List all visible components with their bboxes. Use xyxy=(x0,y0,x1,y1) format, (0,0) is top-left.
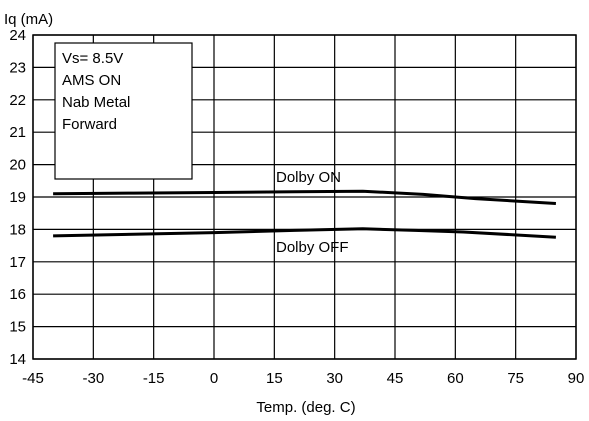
y-tick-label: 20 xyxy=(9,157,26,174)
x-tick-label: -45 xyxy=(22,370,44,387)
y-tick-label: 23 xyxy=(9,59,26,76)
condition-line: Vs= 8.5V xyxy=(62,50,123,67)
condition-line: Forward xyxy=(62,116,117,133)
y-tick-label: 19 xyxy=(9,189,26,206)
y-axis-label: Iq (mA) xyxy=(4,11,53,28)
tick-labels: -45 -30 -15 0 15 30 45 60 75 90 14 15 16 17 18 19 20 21 22… xyxy=(9,27,584,387)
grid xyxy=(32,34,577,360)
x-tick-label: 45 xyxy=(387,370,404,387)
condition-line: AMS ON xyxy=(62,72,121,89)
x-tick-label: 15 xyxy=(266,370,283,387)
x-tick-label: 0 xyxy=(210,370,218,387)
y-tick-label: 22 xyxy=(9,92,26,109)
series-label-dolby-on: Dolby ON xyxy=(276,169,341,186)
x-tick-label: 60 xyxy=(447,370,464,387)
x-tick-label: 30 xyxy=(326,370,343,387)
series-line-dolby-off xyxy=(53,227,556,239)
conditions-box: Vs= 8.5V AMS ON Nab Metal Forward xyxy=(54,42,193,180)
y-tick-label: 18 xyxy=(9,221,26,238)
x-tick-label: 75 xyxy=(507,370,524,387)
y-tick-label: 24 xyxy=(9,27,26,44)
x-tick-label: -30 xyxy=(82,370,104,387)
x-tick-label: -15 xyxy=(143,370,165,387)
x-axis-label: Temp. (deg. C) xyxy=(256,399,355,416)
x-tick-label: 90 xyxy=(568,370,585,387)
conditions-box-frame xyxy=(54,42,193,180)
series-label-dolby-off: Dolby OFF xyxy=(276,239,349,256)
series-line-dolby-on xyxy=(53,189,556,205)
y-tick-label: 14 xyxy=(9,351,26,368)
series-layer xyxy=(53,189,556,239)
condition-line: Nab Metal xyxy=(62,94,130,111)
y-tick-label: 21 xyxy=(9,124,26,141)
y-tick-label: 16 xyxy=(9,286,26,303)
plot-frame xyxy=(32,34,577,360)
y-tick-label: 17 xyxy=(9,254,26,271)
y-tick-label: 15 xyxy=(9,319,26,336)
